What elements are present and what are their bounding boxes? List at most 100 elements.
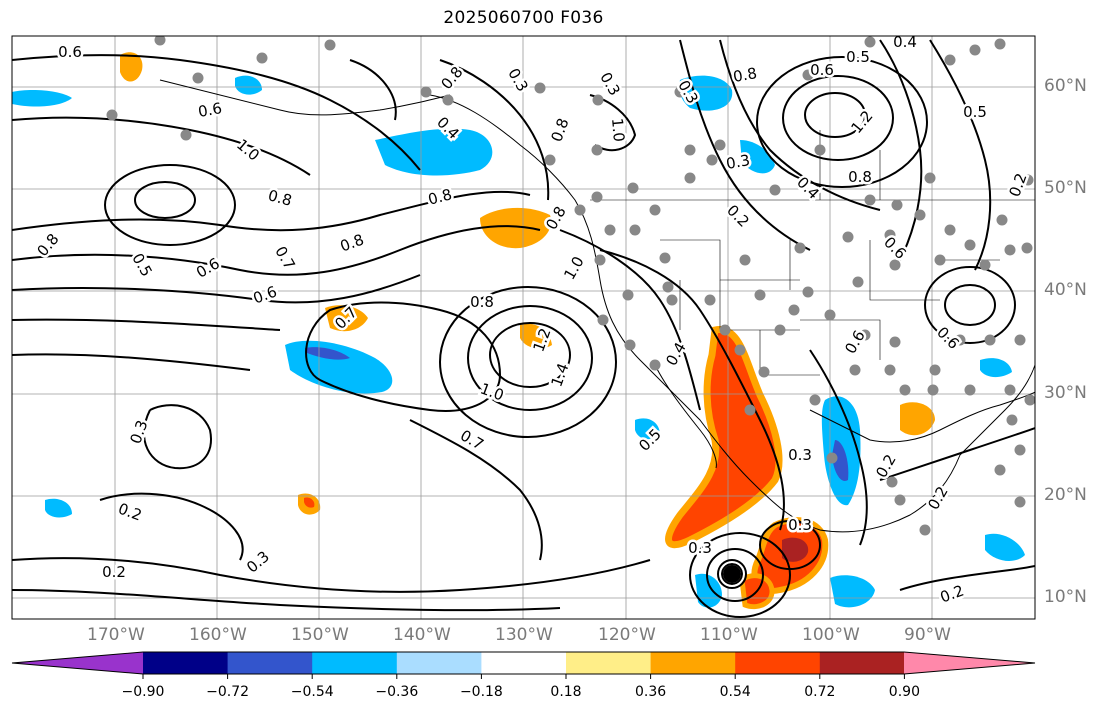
station-dot <box>1022 174 1034 186</box>
colorbar-segment <box>481 652 567 674</box>
coast-baja <box>654 364 717 469</box>
latitude-label: 40°N <box>1044 280 1087 300</box>
contour-label: 0.8 <box>732 64 759 86</box>
cyclone-center-ring-outer <box>717 559 747 589</box>
contour-label-halo: 0.2 <box>102 563 126 581</box>
shade-blue-small-4 <box>12 90 72 107</box>
station-dot <box>944 224 956 236</box>
station-dot <box>849 364 861 376</box>
latitude-label: 20°N <box>1044 485 1087 505</box>
station-dot <box>674 86 686 98</box>
colorbar-segment <box>566 652 651 674</box>
station-dot <box>864 36 876 48</box>
map-frame <box>11 35 1036 620</box>
station-dot <box>627 182 639 194</box>
station-dot <box>886 476 898 488</box>
coast-alaska <box>159 79 451 116</box>
station-dot <box>592 94 604 106</box>
station-dot <box>420 86 432 98</box>
station-dot <box>649 359 661 371</box>
station-dot <box>969 44 981 56</box>
contour-lines <box>12 39 1035 618</box>
contour-label: 0.8 <box>426 185 454 209</box>
state-borders <box>590 130 1035 376</box>
station-dot <box>106 109 118 121</box>
station-dot <box>919 524 931 536</box>
shade-blue-small-2 <box>235 75 262 95</box>
contour-label-halo: 0.6 <box>810 61 834 79</box>
station-dot <box>180 129 192 141</box>
longitude-label: 130°W <box>495 625 553 645</box>
colorbar-segment <box>143 652 228 674</box>
coast-east <box>959 364 1035 456</box>
contour-label: 0.6 <box>197 99 224 121</box>
contour-label: 0.3 <box>788 446 812 464</box>
station-dot <box>944 54 956 66</box>
station-dot <box>684 144 696 156</box>
station-dot <box>534 82 546 94</box>
contour-label: 0.8 <box>848 168 872 186</box>
station-dot <box>591 144 603 156</box>
map-title: 2025060700 F036 <box>443 8 604 28</box>
station-dot <box>154 36 166 46</box>
station-dot <box>622 289 634 301</box>
shade-orange-pacific-3 <box>520 323 552 349</box>
station-dot <box>802 286 814 298</box>
station-dot <box>719 324 731 336</box>
contour-label: 0.4 <box>893 33 917 51</box>
station-dot <box>884 364 896 376</box>
colorbar-segment <box>735 652 821 674</box>
contour-label-halo: 0.3 <box>788 446 812 464</box>
contour-label: 0.6 <box>810 61 834 79</box>
station-dot <box>894 494 906 506</box>
shade-orange-pacific-1 <box>480 207 551 249</box>
colorbar-tick-label: −0.54 <box>290 684 334 700</box>
contour-label: 0.2 <box>102 563 126 581</box>
station-dot <box>996 214 1008 226</box>
station-dot <box>1021 242 1033 254</box>
station-dot <box>629 224 641 236</box>
contour-label-halo: 0.3 <box>788 516 812 534</box>
contour-label: 0.6 <box>58 43 82 61</box>
station-dot <box>794 242 806 254</box>
station-dot <box>744 404 756 416</box>
station-dot <box>1024 394 1035 406</box>
colorbar-segment <box>396 652 482 674</box>
station-dot <box>774 324 786 336</box>
station-dot <box>684 172 696 184</box>
shade-blue-east-2 <box>980 358 1012 378</box>
station-dot <box>929 364 941 376</box>
colorbar-tick-label: 0.36 <box>635 684 667 700</box>
longitude-label: 120°W <box>598 625 656 645</box>
contour-label-halo: 0.4 <box>893 33 917 51</box>
station-dot <box>809 394 821 406</box>
shade-darkred-cyclone <box>782 537 809 562</box>
station-dot <box>544 154 556 166</box>
station-dot <box>442 94 454 106</box>
station-dot <box>826 452 838 464</box>
station-dot <box>934 254 946 266</box>
station-dot <box>769 184 781 196</box>
longitude-label: 140°W <box>393 625 451 645</box>
longitude-label: 150°W <box>291 625 349 645</box>
station-dot <box>594 254 606 266</box>
station-dot <box>899 384 911 396</box>
station-dot <box>192 72 204 84</box>
station-dot <box>889 336 901 348</box>
colorbar <box>11 651 1036 679</box>
station-dot <box>1014 444 1026 456</box>
shade-blue-pacific-1-core <box>305 347 350 360</box>
contour-label: 1.0 <box>608 117 628 142</box>
contour-label: 0.3 <box>788 516 812 534</box>
longitude-label: 110°W <box>700 625 758 645</box>
shade-blue-east <box>985 533 1025 562</box>
station-dot <box>659 252 671 264</box>
shade-blue-south-1 <box>695 573 722 608</box>
colorbar-tick-label: −0.36 <box>375 684 419 700</box>
station-dot <box>662 281 674 293</box>
station-dot <box>914 209 926 221</box>
contour-label-halo: 0.5 <box>963 103 987 121</box>
colorbar-segment <box>12 652 143 674</box>
station-dot <box>924 172 936 184</box>
